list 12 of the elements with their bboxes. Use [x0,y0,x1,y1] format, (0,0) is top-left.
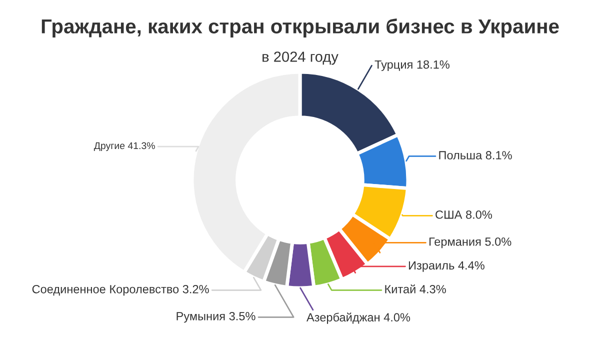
slice-label: Израиль 4.4% [408,261,484,272]
slice-label: Соединенное Королевство 3.2% [32,284,209,296]
chart-title: Граждане, каких стран открывали бизнес в Украине [42,18,559,38]
slice-label: Китай 4.3% [385,284,446,294]
chart-subtitle: в 2024 году [262,52,338,65]
slice-label: Польша 8.1% [439,151,512,160]
slice-label: США 8.0% [436,210,492,219]
slice-label: Другие 41.3% [94,142,155,152]
slice-label: Азербайджан 4.0% [306,312,410,324]
slice-label: Германия 5.0% [429,237,512,248]
slice-label: Турция 18.1% [374,60,450,72]
slice-label: Румыния 3.5% [176,312,256,323]
